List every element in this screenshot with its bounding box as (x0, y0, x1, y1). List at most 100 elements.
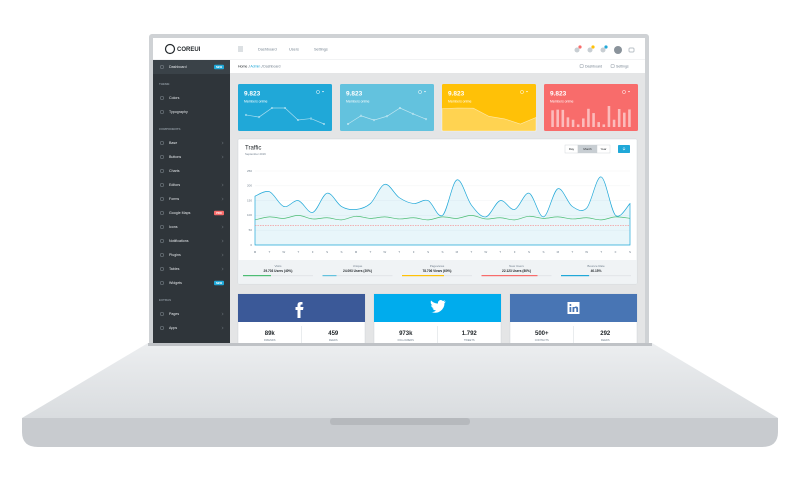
nav-link[interactable]: Settings (314, 48, 328, 52)
x-tick-label: F (413, 250, 415, 254)
spark-point (244, 113, 247, 116)
pin-icon[interactable] (600, 47, 606, 53)
sidebar-item[interactable]: Typography (169, 110, 188, 114)
card-caret[interactable] (526, 91, 528, 93)
spark-bar (551, 110, 554, 127)
x-tick-label: M (355, 250, 358, 254)
x-tick-label: T (398, 250, 400, 254)
spark-point (360, 114, 363, 117)
menu-toggle[interactable] (238, 46, 243, 52)
range-button-label[interactable]: Year (600, 147, 606, 151)
sidebar-item[interactable]: Base (169, 141, 177, 145)
sidebar-badge (214, 280, 224, 286)
social-label: FEEDS (329, 338, 338, 342)
x-tick-label: S (542, 250, 544, 254)
sidebar-chevron (221, 155, 224, 159)
stat-label: New Users (509, 264, 524, 268)
spark-point (386, 115, 389, 118)
sidebar-icon (159, 224, 165, 230)
sidebar-item[interactable]: Dashboard (169, 65, 187, 69)
traffic-area (254, 176, 631, 246)
card-value: 9.823 (550, 91, 567, 98)
sidebar-item[interactable]: Charts (169, 169, 180, 173)
social-value: 459 (328, 331, 339, 337)
social-value: 89k (265, 331, 276, 337)
sidebar-icon (159, 266, 165, 272)
sidebar-item[interactable]: Colors (169, 96, 180, 100)
card-gear[interactable] (520, 90, 524, 94)
card-gear[interactable] (316, 90, 320, 94)
card-caret[interactable] (424, 91, 426, 93)
x-tick-label: W (484, 250, 487, 254)
laptop-base (22, 343, 778, 418)
social-label: FOLLOWERS (398, 338, 415, 342)
sidebar-item[interactable]: Notifications (169, 239, 189, 243)
x-tick-label: W (383, 250, 386, 254)
card-label: Members online (346, 99, 370, 103)
sidebar-item[interactable]: Buttons (169, 155, 181, 159)
sidebar-item[interactable]: Widgets (169, 281, 182, 285)
range-button-label[interactable]: Month (583, 147, 592, 151)
x-tick-label: S (427, 250, 429, 254)
sidebar-item[interactable]: Google Maps (169, 211, 191, 215)
sidebar-item[interactable]: Pages (169, 312, 179, 316)
social-label: CONTACTS (535, 338, 549, 342)
app-header (153, 38, 645, 60)
traffic-footer (238, 260, 637, 284)
y-tick-label: 50 (249, 228, 253, 232)
aside-toggle[interactable] (628, 47, 635, 53)
range-button-label[interactable]: Day (569, 147, 575, 151)
bell-icon[interactable] (574, 47, 580, 53)
nav-link[interactable]: Users (289, 48, 299, 52)
range-button[interactable] (596, 144, 611, 154)
sidebar-chevron (221, 239, 224, 243)
breadcrumb-action[interactable]: Settings (616, 64, 629, 68)
card-caret[interactable] (628, 91, 630, 93)
avatar[interactable] (614, 46, 622, 54)
traffic-line (254, 215, 631, 221)
card-value: 9.823 (244, 91, 261, 98)
laptop-notch (330, 418, 470, 425)
x-tick-label: F (514, 250, 516, 254)
sidebar-icon (159, 252, 165, 258)
sidebar-item[interactable]: Icons (169, 225, 178, 229)
sidebar-icon (159, 182, 165, 188)
spark-bar (561, 109, 565, 127)
breadcrumb-action[interactable]: Dashboard (585, 64, 602, 68)
traffic-subtitle: September 2019 (245, 152, 266, 156)
stat-value: 24.093 Users (20%) (343, 269, 372, 273)
stat-label: Visits (274, 264, 282, 268)
badge (591, 45, 595, 49)
breadcrumb-item[interactable]: Home (238, 64, 247, 68)
nav-link[interactable]: Dashboard (258, 48, 277, 52)
card-gear[interactable] (418, 90, 422, 94)
card-label: Members online (244, 99, 268, 103)
traffic-title: Traffic (245, 146, 261, 152)
social-icon (430, 299, 446, 313)
sidebar-item[interactable]: Apps (169, 326, 177, 330)
spark-bar (571, 119, 575, 127)
spark-point (323, 122, 326, 125)
sidebar-item[interactable]: Editors (169, 183, 180, 187)
spark-bar (556, 109, 559, 127)
spark-bar (566, 117, 570, 127)
spark-point (373, 119, 376, 122)
card-gear[interactable] (622, 90, 626, 94)
x-tick-label: M (557, 250, 560, 254)
x-tick-label: T (297, 250, 299, 254)
y-tick-label: 150 (247, 198, 252, 202)
sidebar-item[interactable]: Forms (169, 197, 179, 201)
stat-value: 78.706 Views (60%) (422, 269, 451, 273)
breadcrumb-item[interactable]: Admin (250, 64, 260, 68)
list-icon[interactable] (587, 47, 593, 53)
sidebar-item[interactable]: Plugins (169, 253, 181, 257)
social-header (510, 294, 637, 322)
progress-bar (481, 275, 538, 277)
spark-point (412, 112, 415, 115)
sidebar-item[interactable]: Tables (169, 267, 180, 271)
brand: COREUI (177, 47, 201, 53)
card-caret[interactable] (322, 91, 324, 93)
x-tick-label: S (629, 250, 631, 254)
social-label: FRIENDS (264, 338, 276, 342)
